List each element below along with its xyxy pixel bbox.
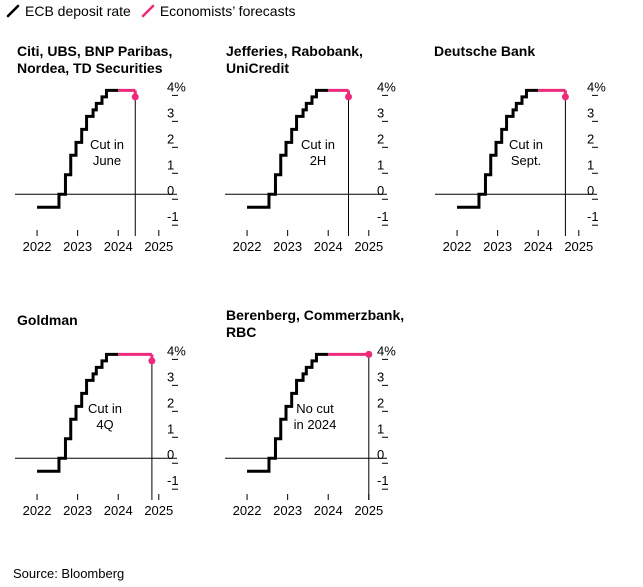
x-tick-label: 2023: [273, 503, 302, 518]
x-tick-label: 2023: [483, 239, 512, 254]
y-tick-label: 4%: [377, 79, 396, 94]
y-tick-label: 1: [167, 421, 174, 436]
chart-panel-1: -1 0 1 2 3 4% 2022 2023 2024 2025 Cut in June: [15, 79, 186, 254]
y-tick-label: -1: [377, 473, 389, 488]
y-tick-label: -1: [587, 209, 599, 224]
legend: ECB deposit rate Economists’ forecasts: [6, 0, 305, 22]
forecast-point: [345, 93, 353, 101]
x-tick-label: 2022: [443, 239, 472, 254]
y-tick-label: 1: [587, 157, 594, 172]
panel-annotation: Cut in Sept.: [509, 137, 543, 168]
forecast-point: [131, 93, 139, 101]
y-tick-label: 3: [377, 369, 384, 384]
x-tick-label: 2025: [564, 239, 593, 254]
forecast-point: [148, 357, 156, 365]
y-tick-label: 0: [377, 447, 384, 462]
x-tick-label: 2024: [314, 239, 343, 254]
legend-item-forecast: Economists’ forecasts: [141, 3, 296, 19]
y-tick-label: 4%: [167, 79, 186, 94]
y-tick-label: -1: [167, 473, 179, 488]
ecb-rate-line: [37, 88, 119, 209]
x-tick-label: 2025: [354, 503, 383, 518]
forecast-point: [561, 93, 569, 101]
panel-annotation-line: 4Q: [96, 417, 113, 432]
x-tick-label: 2024: [314, 503, 343, 518]
panel-3-title: Deutsche Bank: [434, 43, 536, 59]
x-tick-label: 2025: [144, 503, 173, 518]
y-tick-label: 4%: [167, 343, 186, 358]
panel-annotation: No cut in 2024: [294, 401, 337, 432]
source-note: Source: Bloomberg: [13, 566, 125, 581]
y-tick-label: 4%: [377, 343, 396, 358]
panel-1-title: Citi, UBS, BNP Paribas, Nordea, TD Secur…: [17, 43, 173, 76]
y-tick-label: 3: [167, 369, 174, 384]
y-tick-label: 1: [377, 421, 384, 436]
panel-annotation-line: Cut in: [509, 137, 543, 152]
y-tick-label: 3: [377, 105, 384, 120]
panel-2-title: Jefferies, Rabobank, UniCredit: [226, 43, 363, 76]
ecb-rate-line: [37, 352, 119, 473]
panel-annotation-line: in 2024: [294, 417, 337, 432]
y-tick-label: 4%: [587, 79, 606, 94]
ecb-line-icon: [6, 4, 20, 18]
chart-panel-5: -1 0 1 2 3 4% 2022 2023 2024 2025 No cut in 2024: [225, 343, 396, 518]
x-tick-label: 2024: [104, 239, 133, 254]
panel-5-title: Berenberg, Commerzbank, RBC: [226, 307, 405, 340]
panel-annotation-line: June: [93, 153, 121, 168]
y-tick-label: 2: [167, 395, 174, 410]
panel-annotation: Cut in 2H: [301, 137, 335, 168]
panel-4-title: Goldman: [17, 312, 78, 328]
panel-annotation-line: Cut in: [90, 137, 124, 152]
x-tick-label: 2023: [63, 503, 92, 518]
y-tick-label: 2: [377, 395, 384, 410]
legend-ecb-label: ECB deposit rate: [25, 3, 131, 19]
y-tick-label: -1: [377, 209, 389, 224]
chart-panel-2: -1 0 1 2 3 4% 2022 2023 2024 2025 Cut in 2H: [225, 79, 396, 254]
y-tick-label: 0: [377, 183, 384, 198]
x-tick-label: 2023: [273, 239, 302, 254]
x-tick-label: 2022: [23, 239, 52, 254]
forecast-line-icon: [141, 4, 155, 18]
ecb-rate-line: [247, 88, 329, 209]
legend-item-ecb: ECB deposit rate: [6, 3, 131, 19]
panel-annotation-line: Sept.: [511, 153, 541, 168]
forecast-point: [365, 350, 373, 358]
x-tick-label: 2025: [354, 239, 383, 254]
chart-panel-3: -1 0 1 2 3 4% 2022 2023 2024 2025 Cut in Sept.: [435, 79, 606, 254]
panel-annotation-line: 2H: [310, 153, 327, 168]
x-tick-label: 2025: [144, 239, 173, 254]
panel-annotation: Cut in June: [90, 137, 124, 168]
x-tick-label: 2024: [524, 239, 553, 254]
panel-annotation: Cut in 4Q: [88, 401, 122, 432]
y-tick-label: 3: [167, 105, 174, 120]
panel-annotation-line: Cut in: [301, 137, 335, 152]
y-tick-label: 2: [587, 131, 594, 146]
panel-annotation-line: Cut in: [88, 401, 122, 416]
x-tick-label: 2023: [63, 239, 92, 254]
panel-annotation-line: No cut: [296, 401, 334, 416]
ecb-rate-line: [247, 352, 329, 473]
x-tick-label: 2024: [104, 503, 133, 518]
ecb-rate-line: [457, 88, 539, 209]
y-tick-label: 0: [167, 447, 174, 462]
y-tick-label: 1: [167, 157, 174, 172]
y-tick-label: 0: [167, 183, 174, 198]
y-tick-label: 1: [377, 157, 384, 172]
x-tick-label: 2022: [23, 503, 52, 518]
y-tick-label: 2: [377, 131, 384, 146]
y-tick-label: -1: [167, 209, 179, 224]
legend-forecast-label: Economists’ forecasts: [159, 3, 296, 19]
y-tick-label: 3: [587, 105, 594, 120]
chart-panel-4: -1 0 1 2 3 4% 2022 2023 2024 2025 Cut in 4Q: [15, 343, 186, 518]
x-tick-label: 2022: [233, 239, 262, 254]
x-tick-label: 2022: [233, 503, 262, 518]
y-tick-label: 0: [587, 183, 594, 198]
y-tick-label: 2: [167, 131, 174, 146]
